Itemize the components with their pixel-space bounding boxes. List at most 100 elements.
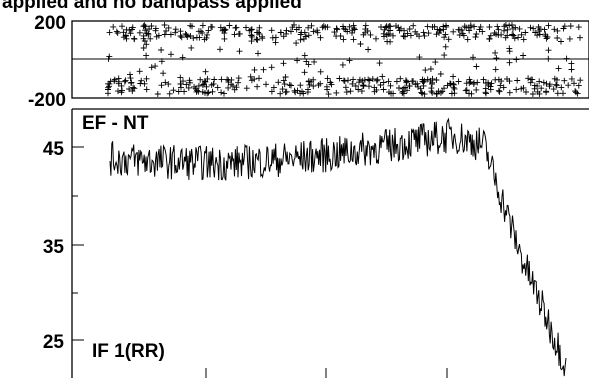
phase-point <box>297 36 304 43</box>
phase-point <box>320 23 327 30</box>
phase-point <box>447 80 453 87</box>
phase-point <box>256 24 263 31</box>
phase-point <box>402 84 408 91</box>
phase-point <box>201 36 208 43</box>
phase-point <box>504 32 511 39</box>
phase-point <box>532 29 539 36</box>
phase-point <box>482 80 489 86</box>
phase-point <box>254 83 261 90</box>
phase-point <box>217 46 223 53</box>
phase-point <box>568 60 575 67</box>
phase-point <box>182 30 189 37</box>
phase-point <box>346 57 353 64</box>
phase-point <box>301 69 308 76</box>
phase-point <box>231 86 238 93</box>
phase-point <box>513 56 520 63</box>
phase-point <box>178 34 185 41</box>
phase-point <box>248 32 255 39</box>
phase-point <box>340 77 347 84</box>
phase-point <box>355 86 362 93</box>
phase-point <box>459 30 466 37</box>
phase-point <box>473 86 480 93</box>
phase-point <box>202 68 209 75</box>
phase-point <box>131 36 138 43</box>
phase-point <box>512 24 519 31</box>
phase-point <box>373 77 380 84</box>
phase-point <box>248 38 255 45</box>
phase-point <box>155 32 162 39</box>
phase-point <box>183 81 190 88</box>
phase-point <box>121 78 128 85</box>
phase-point <box>119 87 125 94</box>
phase-point <box>534 82 541 89</box>
phase-point <box>228 76 235 83</box>
phase-point <box>518 31 525 38</box>
phase-point <box>122 33 129 39</box>
phase-point <box>380 79 387 86</box>
polarization-label: IF 1(RR) <box>92 341 165 362</box>
phase-point <box>373 35 379 42</box>
phase-point <box>297 82 304 89</box>
phase-point <box>520 52 527 59</box>
phase-point <box>486 35 493 42</box>
phase-point <box>402 33 408 40</box>
phase-point <box>393 78 400 85</box>
phase-point <box>138 77 145 84</box>
phase-point <box>152 25 159 32</box>
phase-point <box>473 63 480 70</box>
phase-point <box>429 81 435 88</box>
phase-point <box>540 79 547 86</box>
phase-point <box>506 48 513 55</box>
phase-point <box>113 28 120 35</box>
phase-point <box>504 26 511 33</box>
phase-point <box>488 80 495 87</box>
phase-point <box>324 75 331 82</box>
phase-point <box>152 63 159 70</box>
phase-point <box>506 22 513 29</box>
phase-point <box>304 89 311 96</box>
phase-point <box>397 75 404 82</box>
phase-point <box>374 76 381 83</box>
phase-point <box>529 76 536 83</box>
phase-point <box>492 49 499 56</box>
phase-point <box>386 31 393 37</box>
phase-point <box>333 25 340 32</box>
phase-point <box>231 31 238 38</box>
phase-point <box>554 27 561 34</box>
phase-point <box>142 27 149 34</box>
phase-point <box>534 88 541 95</box>
phase-point <box>106 83 112 90</box>
phase-point <box>537 26 543 33</box>
phase-point <box>279 86 286 93</box>
phase-point <box>327 79 334 86</box>
phase-point <box>448 90 455 97</box>
phase-point <box>317 34 324 41</box>
phase-point <box>350 36 357 43</box>
phase-point <box>410 22 417 29</box>
phase-point <box>305 32 312 39</box>
phase-point <box>420 79 427 85</box>
phase-point <box>558 38 564 45</box>
phase-point <box>527 24 534 31</box>
phase-point <box>498 31 505 38</box>
phase-point <box>491 30 498 36</box>
phase-point <box>349 29 355 36</box>
phase-point <box>479 28 486 35</box>
phase-point <box>554 90 561 97</box>
amplitude-panel: 45 35 25 EF - NT IF 1(RR) <box>43 108 589 378</box>
phase-point <box>433 31 440 38</box>
phase-point <box>268 64 275 71</box>
phase-point <box>243 24 249 31</box>
phase-point <box>188 44 195 51</box>
phase-point <box>232 24 239 31</box>
phase-point <box>415 83 421 90</box>
phase-point <box>450 73 457 80</box>
phase-point <box>202 89 208 96</box>
phase-point <box>325 91 332 98</box>
phase-point <box>565 82 572 89</box>
phase-point <box>158 82 165 89</box>
phase-point <box>378 24 384 30</box>
phase-point <box>404 30 411 37</box>
phase-point <box>443 22 449 29</box>
phase-point <box>255 50 261 57</box>
